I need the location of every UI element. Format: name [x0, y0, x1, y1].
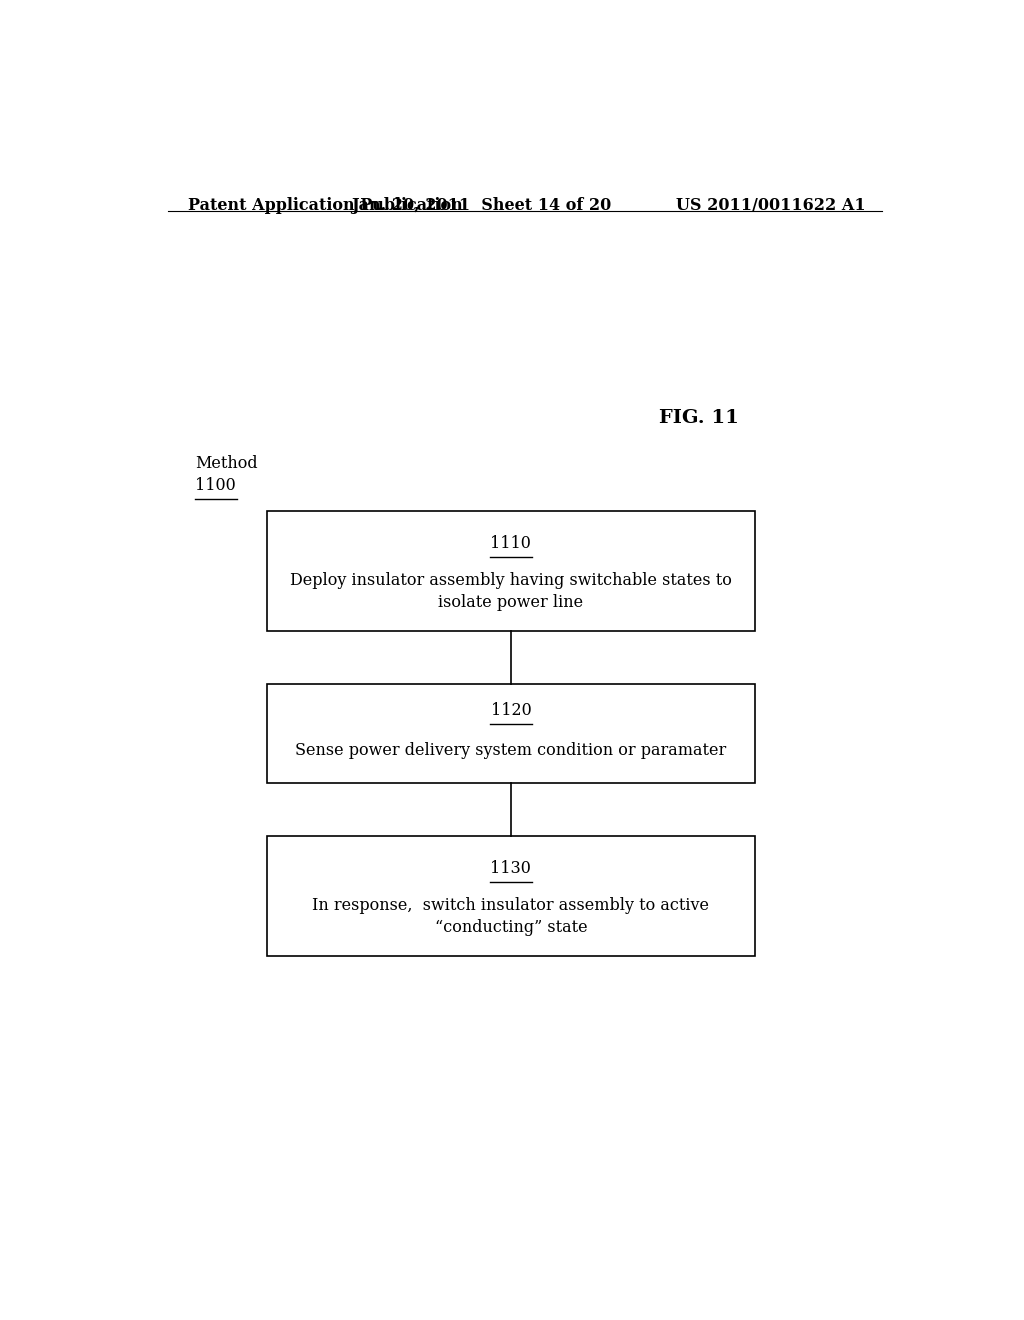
Bar: [267, 837, 755, 956]
Text: Jan. 20, 2011  Sheet 14 of 20: Jan. 20, 2011 Sheet 14 of 20: [351, 197, 611, 214]
Bar: [267, 511, 755, 631]
Text: 1100: 1100: [196, 478, 237, 494]
Text: 1130: 1130: [490, 861, 531, 878]
Text: 1110: 1110: [490, 535, 531, 552]
Text: Deploy insulator assembly having switchable states to
isolate power line: Deploy insulator assembly having switcha…: [290, 572, 732, 611]
Text: In response,  switch insulator assembly to active
“conducting” state: In response, switch insulator assembly t…: [312, 898, 710, 936]
Text: Patent Application Publication: Patent Application Publication: [187, 197, 462, 214]
Text: FIG. 11: FIG. 11: [659, 409, 739, 426]
Text: US 2011/0011622 A1: US 2011/0011622 A1: [677, 197, 866, 214]
Text: Sense power delivery system condition or paramater: Sense power delivery system condition or…: [295, 742, 727, 759]
Text: Method: Method: [196, 455, 258, 471]
Bar: [267, 684, 755, 784]
Text: 1120: 1120: [490, 702, 531, 719]
